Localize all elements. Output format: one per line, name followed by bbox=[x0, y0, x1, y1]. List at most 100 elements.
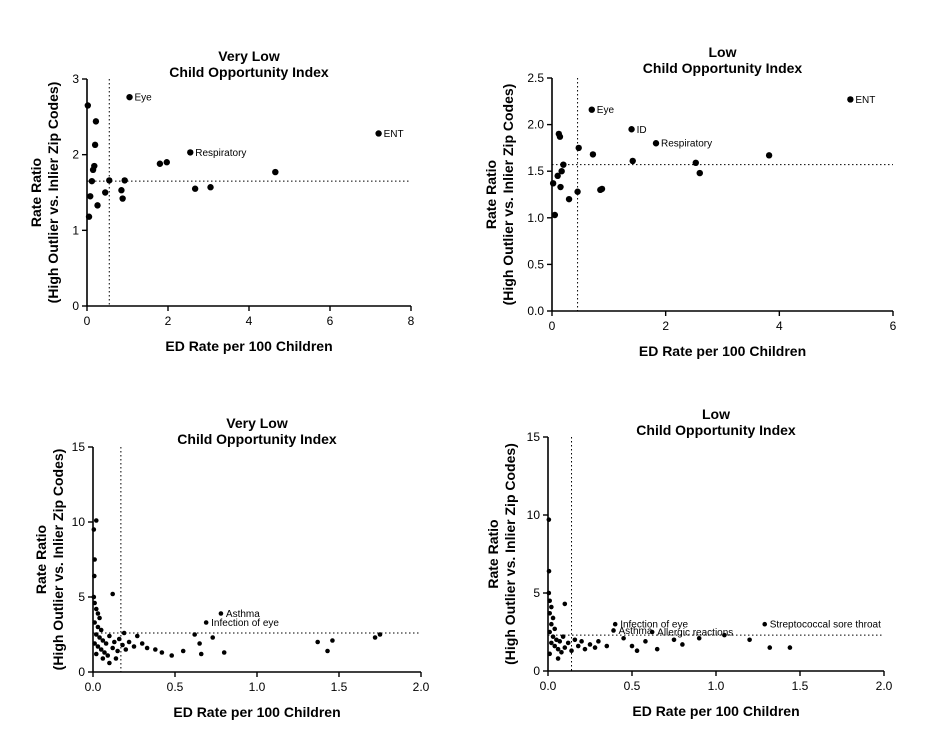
data-point bbox=[92, 600, 97, 606]
data-point bbox=[552, 643, 558, 649]
y-axis-label-line: (High Outlier vs. Inlier Zip Codes) bbox=[500, 84, 516, 306]
y-axis-label-line: (High Outlier vs. Inlier Zip Codes) bbox=[502, 443, 518, 665]
data-point bbox=[126, 639, 132, 645]
data-point bbox=[552, 626, 558, 632]
data-point bbox=[654, 646, 660, 652]
point-annotation: Eye bbox=[597, 105, 615, 116]
data-point bbox=[634, 648, 640, 654]
data-point bbox=[628, 126, 635, 133]
chart-title-line: Child Opportunity Index bbox=[169, 64, 329, 80]
data-point bbox=[221, 650, 227, 655]
point-annotation: Allergic reactions bbox=[657, 628, 733, 639]
y-tick-label: 10 bbox=[72, 515, 86, 529]
data-point bbox=[557, 639, 563, 644]
data-point bbox=[565, 195, 573, 203]
data-point bbox=[113, 656, 119, 661]
x-axis-label: ED Rate per 100 Children bbox=[173, 704, 340, 720]
data-point bbox=[91, 162, 98, 170]
data-point bbox=[588, 106, 595, 113]
x-tick-label: 4 bbox=[246, 314, 253, 328]
y-tick-label: 0.0 bbox=[527, 304, 544, 318]
x-tick-label: 1.5 bbox=[331, 680, 348, 694]
data-point bbox=[847, 96, 854, 103]
y-tick-label: 0 bbox=[533, 664, 540, 678]
data-point bbox=[604, 643, 610, 649]
data-point bbox=[131, 644, 137, 649]
x-tick-label: 1.0 bbox=[249, 680, 266, 694]
data-point bbox=[103, 641, 109, 646]
y-tick-label: 15 bbox=[527, 430, 541, 444]
data-point bbox=[596, 639, 601, 644]
data-point bbox=[144, 645, 150, 651]
data-point bbox=[93, 651, 99, 657]
y-tick-label: 1.5 bbox=[527, 164, 544, 178]
point-annotation: Streptococcal sore throat bbox=[770, 620, 881, 631]
y-tick-label: 5 bbox=[533, 586, 540, 600]
data-point bbox=[102, 650, 107, 655]
data-point bbox=[272, 168, 279, 176]
x-tick-label: 0.0 bbox=[540, 679, 557, 693]
data-point bbox=[91, 527, 97, 532]
x-tick-label: 6 bbox=[890, 319, 897, 333]
y-tick-label: 0 bbox=[72, 299, 79, 313]
data-point bbox=[589, 151, 597, 158]
data-point bbox=[546, 517, 552, 522]
y-axis-label-line: Rate Ratio bbox=[33, 525, 49, 594]
data-point bbox=[547, 598, 552, 604]
chart-title-line: Very Low bbox=[226, 415, 288, 431]
data-point bbox=[92, 620, 97, 625]
data-point bbox=[159, 650, 165, 655]
y-tick-label: 2.0 bbox=[527, 118, 544, 132]
data-point bbox=[94, 202, 101, 209]
y-tick-label: 2 bbox=[72, 148, 79, 162]
data-point bbox=[115, 648, 120, 654]
data-point bbox=[692, 159, 699, 167]
data-point bbox=[92, 573, 97, 579]
y-axis-label-line: (High Outlier vs. Inlier Zip Codes) bbox=[45, 82, 61, 304]
x-axis-label: ED Rate per 100 Children bbox=[632, 703, 799, 719]
data-point bbox=[696, 169, 703, 177]
data-point bbox=[556, 133, 564, 140]
data-point bbox=[598, 185, 606, 193]
x-tick-label: 0.5 bbox=[167, 680, 184, 694]
data-point bbox=[696, 635, 702, 641]
x-tick-label: 2.0 bbox=[413, 680, 430, 694]
data-point bbox=[119, 195, 126, 202]
data-point bbox=[121, 630, 127, 636]
data-point bbox=[554, 172, 561, 180]
data-point bbox=[787, 645, 793, 650]
data-point bbox=[107, 633, 112, 639]
data-point bbox=[629, 157, 636, 165]
data-point bbox=[126, 93, 133, 101]
data-point bbox=[547, 651, 552, 657]
y-axis-label-line: (High Outlier vs. Inlier Zip Codes) bbox=[50, 449, 66, 671]
data-point bbox=[560, 634, 566, 639]
point-annotation: Respiratory bbox=[195, 148, 246, 159]
x-axis-label: ED Rate per 100 Children bbox=[165, 338, 332, 354]
data-point bbox=[92, 557, 97, 562]
data-point bbox=[549, 604, 554, 610]
x-tick-label: 1.0 bbox=[708, 679, 725, 693]
data-point bbox=[680, 642, 685, 647]
data-point bbox=[116, 636, 122, 642]
chart-title-line: Child Opportunity Index bbox=[177, 431, 337, 447]
data-point bbox=[93, 606, 99, 612]
data-point bbox=[102, 189, 109, 196]
y-tick-label: 0.5 bbox=[527, 257, 544, 271]
x-tick-label: 1.5 bbox=[792, 679, 809, 693]
data-point bbox=[722, 632, 727, 638]
data-point bbox=[629, 643, 635, 649]
data-point bbox=[97, 635, 102, 640]
data-point bbox=[207, 184, 214, 191]
x-tick-label: 4 bbox=[776, 319, 783, 333]
data-point bbox=[612, 621, 618, 627]
data-point bbox=[95, 611, 101, 616]
data-point bbox=[98, 627, 104, 633]
point-annotation: ENT bbox=[384, 129, 404, 140]
data-point bbox=[549, 621, 554, 627]
data-point bbox=[92, 118, 100, 125]
data-point bbox=[575, 643, 581, 649]
data-point bbox=[156, 160, 164, 167]
data-point bbox=[546, 568, 552, 574]
